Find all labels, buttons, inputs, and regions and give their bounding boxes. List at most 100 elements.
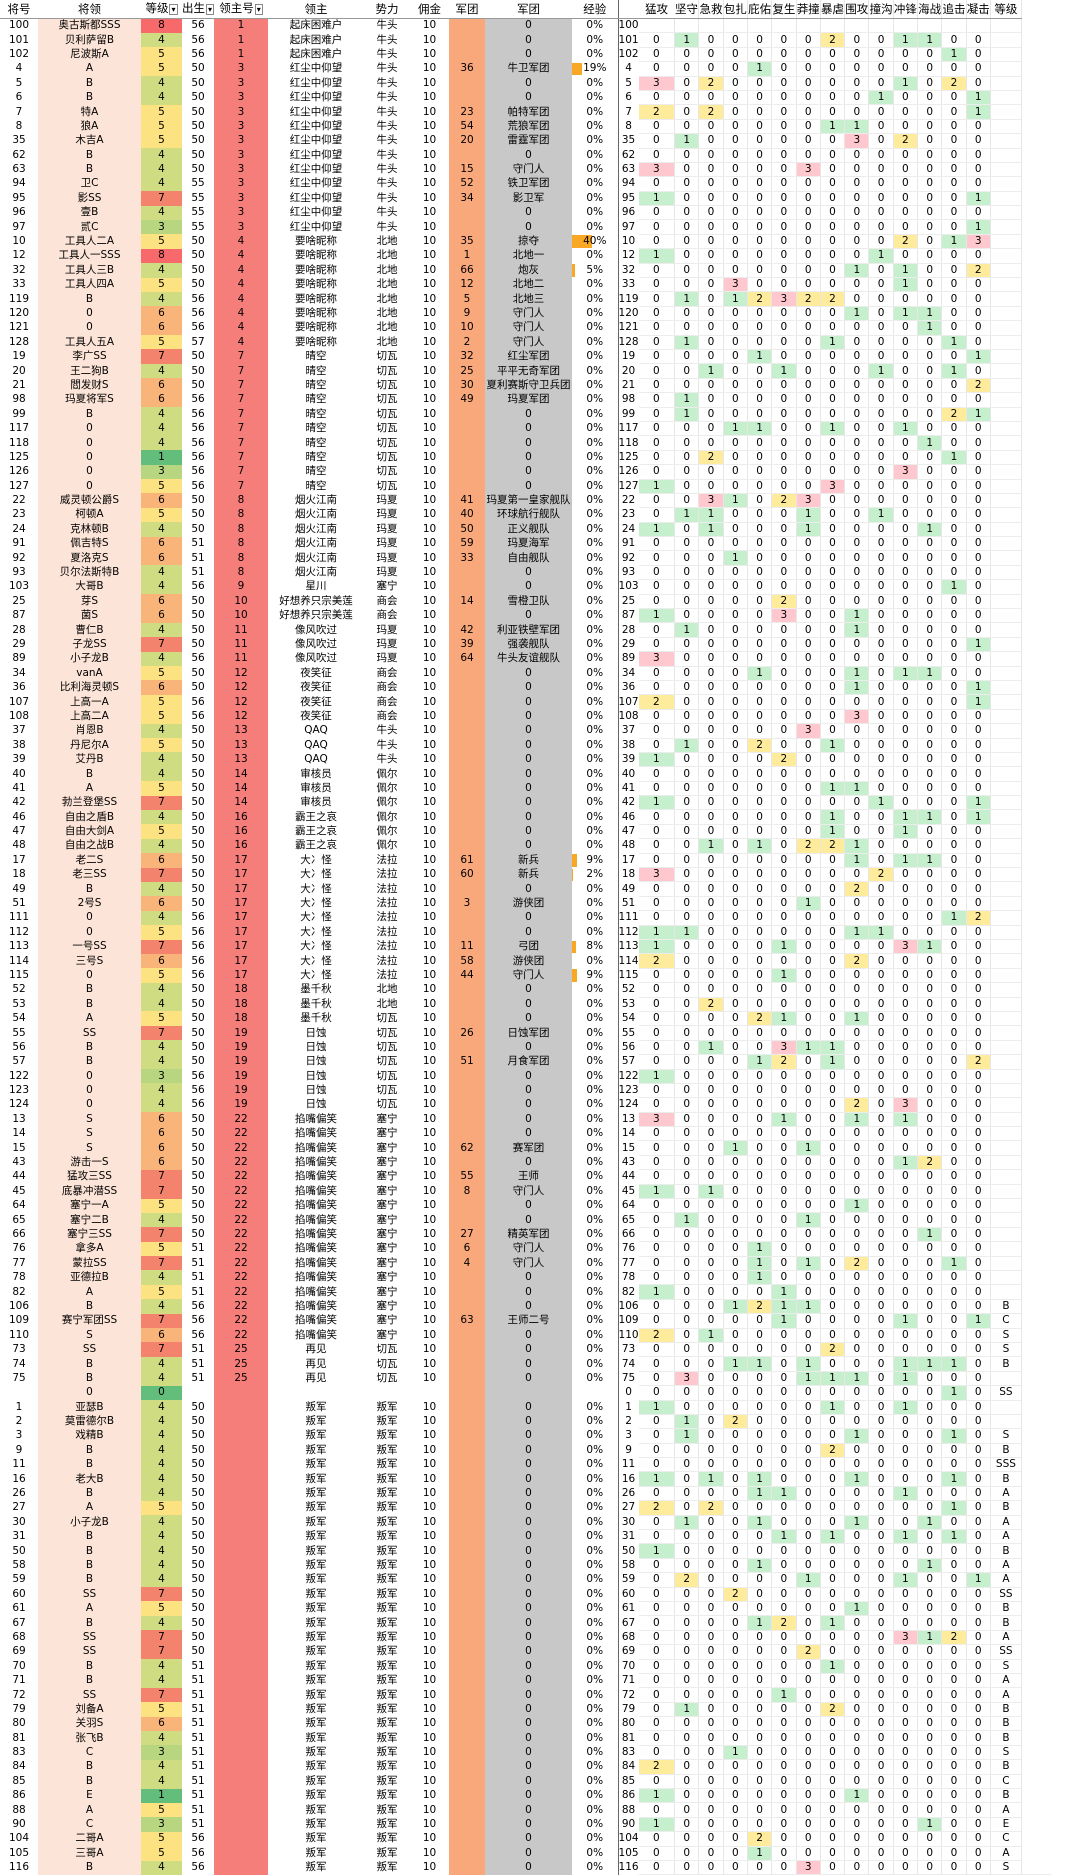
table-cell[interactable]: 法拉 bbox=[364, 853, 410, 867]
table-cell[interactable]: 0 bbox=[772, 896, 796, 910]
table-cell[interactable]: 0 bbox=[893, 1184, 917, 1198]
table-cell[interactable]: 0% bbox=[572, 810, 618, 824]
table-cell[interactable]: 1 bbox=[772, 968, 796, 982]
table-cell[interactable]: 好想养只宗美莲 bbox=[268, 594, 364, 608]
table-cell[interactable]: 50 bbox=[182, 1184, 214, 1198]
table-cell[interactable]: 0% bbox=[572, 954, 618, 968]
table-cell[interactable] bbox=[990, 278, 1021, 292]
table-cell[interactable]: 0 bbox=[918, 177, 942, 191]
table-cell[interactable]: 1 bbox=[966, 220, 990, 234]
table-cell[interactable]: 0 bbox=[772, 407, 796, 421]
table-cell[interactable]: 50 bbox=[182, 76, 214, 90]
table-cell[interactable]: 0 bbox=[747, 1213, 771, 1227]
table-cell[interactable]: 57 bbox=[182, 335, 214, 349]
table-cell[interactable] bbox=[990, 1270, 1021, 1284]
table-cell[interactable]: 玛夏 bbox=[364, 537, 410, 551]
table-cell[interactable]: 0 bbox=[723, 134, 747, 148]
table-cell[interactable] bbox=[990, 76, 1021, 90]
table-cell[interactable]: 117 bbox=[618, 421, 639, 435]
table-cell[interactable]: 10 bbox=[410, 191, 449, 205]
table-cell[interactable]: 0 bbox=[772, 565, 796, 579]
table-cell[interactable]: 0 bbox=[869, 349, 893, 363]
table-cell[interactable]: 0 bbox=[820, 695, 844, 709]
table-cell[interactable]: 33 bbox=[618, 278, 639, 292]
table-cell[interactable]: 4 bbox=[141, 407, 182, 421]
table-cell[interactable]: 0 bbox=[942, 393, 966, 407]
table-cell[interactable]: 0 bbox=[820, 90, 844, 104]
table-cell[interactable]: 8 bbox=[214, 508, 268, 522]
table-cell[interactable]: 0 bbox=[723, 680, 747, 694]
table-cell[interactable]: 10 bbox=[410, 896, 449, 910]
table-cell[interactable]: 牛头 bbox=[364, 76, 410, 90]
table-cell[interactable]: 0 bbox=[918, 206, 942, 220]
table-cell[interactable]: 0 bbox=[820, 263, 844, 277]
table-cell[interactable]: 0 bbox=[869, 680, 893, 694]
table-cell[interactable]: 0 bbox=[675, 752, 699, 766]
table-cell[interactable]: 54 bbox=[449, 119, 485, 133]
table-cell[interactable]: 0 bbox=[942, 1083, 966, 1097]
table-cell[interactable]: 13 bbox=[214, 752, 268, 766]
table-cell[interactable] bbox=[449, 925, 485, 939]
table-cell[interactable]: 0 bbox=[893, 724, 917, 738]
table-cell[interactable]: 50 bbox=[182, 1227, 214, 1241]
table-cell[interactable]: 牛头 bbox=[364, 90, 410, 104]
table-cell[interactable]: 1 bbox=[639, 191, 675, 205]
table-cell[interactable]: 62 bbox=[0, 148, 38, 162]
table-cell[interactable]: 北地三 bbox=[485, 292, 572, 306]
table-cell[interactable]: 0 bbox=[869, 580, 893, 594]
column-header-11[interactable] bbox=[618, 0, 639, 19]
table-cell[interactable] bbox=[449, 810, 485, 824]
table-cell[interactable]: 55 bbox=[0, 1026, 38, 1040]
table-cell[interactable]: 1 bbox=[675, 623, 699, 637]
table-cell[interactable]: 0 bbox=[747, 940, 771, 954]
table-cell[interactable]: 北地 bbox=[364, 335, 410, 349]
table-cell[interactable]: 0 bbox=[639, 349, 675, 363]
table-cell[interactable]: 0 bbox=[675, 1270, 699, 1284]
table-cell[interactable]: 新兵 bbox=[485, 868, 572, 882]
table-cell[interactable]: 0 bbox=[869, 810, 893, 824]
table-cell[interactable]: 0 bbox=[699, 220, 723, 234]
table-cell[interactable]: 10 bbox=[410, 493, 449, 507]
table-cell[interactable]: 0 bbox=[966, 292, 990, 306]
table-cell[interactable]: 56 bbox=[182, 1069, 214, 1083]
table-cell[interactable]: 12 bbox=[449, 278, 485, 292]
table-cell[interactable]: 10 bbox=[410, 637, 449, 651]
table-cell[interactable] bbox=[990, 896, 1021, 910]
table-cell[interactable]: 0 bbox=[796, 1011, 820, 1025]
table-cell[interactable]: 4 bbox=[141, 652, 182, 666]
table-cell[interactable]: 0 bbox=[966, 47, 990, 61]
table-cell[interactable]: 50 bbox=[182, 234, 214, 248]
table-cell[interactable]: 0 bbox=[675, 1112, 699, 1126]
table-cell[interactable]: 0 bbox=[820, 191, 844, 205]
table-cell[interactable]: 7 bbox=[214, 349, 268, 363]
table-cell[interactable]: S bbox=[38, 1112, 141, 1126]
table-cell[interactable]: 守门人 bbox=[485, 162, 572, 176]
table-cell[interactable]: 10 bbox=[410, 1026, 449, 1040]
table-cell[interactable]: 0 bbox=[723, 752, 747, 766]
table-cell[interactable]: 0 bbox=[966, 177, 990, 191]
table-cell[interactable]: 0 bbox=[869, 47, 893, 61]
table-cell[interactable]: 60 bbox=[449, 868, 485, 882]
table-cell[interactable]: 13 bbox=[214, 724, 268, 738]
table-cell[interactable]: 1 bbox=[893, 263, 917, 277]
table-cell[interactable]: 4 bbox=[214, 292, 268, 306]
table-cell[interactable]: 0 bbox=[699, 580, 723, 594]
table-cell[interactable]: 0 bbox=[918, 134, 942, 148]
table-cell[interactable]: 0 bbox=[966, 1011, 990, 1025]
table-cell[interactable]: 老二S bbox=[38, 853, 141, 867]
table-cell[interactable]: 0 bbox=[820, 1285, 844, 1299]
table-cell[interactable]: 66 bbox=[0, 1227, 38, 1241]
table-cell[interactable]: 0 bbox=[723, 1026, 747, 1040]
table-cell[interactable] bbox=[449, 90, 485, 104]
table-cell[interactable]: 89 bbox=[0, 652, 38, 666]
table-cell[interactable]: 玛夏将军S bbox=[38, 393, 141, 407]
table-cell[interactable]: 2 bbox=[747, 738, 771, 752]
table-cell[interactable]: 18 bbox=[214, 983, 268, 997]
table-cell[interactable]: 57 bbox=[0, 1055, 38, 1069]
table-cell[interactable] bbox=[990, 868, 1021, 882]
table-cell[interactable]: 0 bbox=[723, 1083, 747, 1097]
table-cell[interactable]: 1 bbox=[747, 1270, 771, 1284]
table-cell[interactable]: 0 bbox=[893, 393, 917, 407]
table-cell[interactable]: 0 bbox=[845, 565, 869, 579]
table-cell[interactable]: 1 bbox=[820, 335, 844, 349]
